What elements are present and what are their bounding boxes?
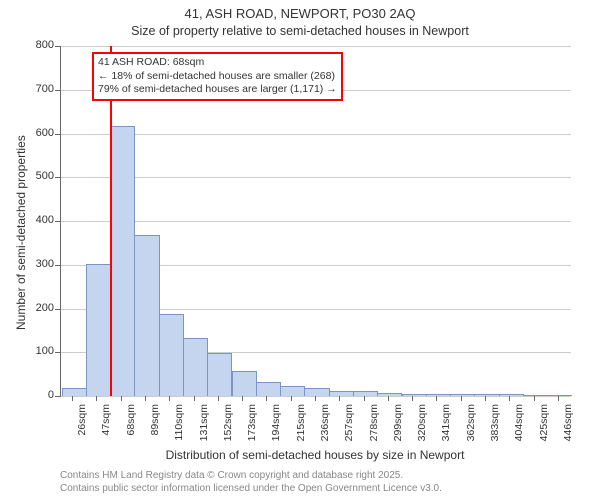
gridline [61, 221, 571, 222]
x-tick-label: 152sqm [222, 404, 234, 454]
y-tick-mark [55, 134, 60, 135]
histogram-bar [329, 391, 354, 396]
gridline [61, 134, 571, 135]
x-tick-label: 26sqm [76, 404, 88, 454]
annotation-line: 41 ASH ROAD: 68sqm [98, 56, 337, 70]
x-tick-mark [339, 396, 340, 401]
histogram-bar [402, 394, 427, 396]
x-tick-label: 257sqm [343, 404, 355, 454]
x-tick-label: 299sqm [392, 404, 404, 454]
x-tick-mark [266, 396, 267, 401]
histogram-bar [499, 394, 524, 396]
y-tick-label: 500 [28, 170, 54, 182]
annotation-box: 41 ASH ROAD: 68sqm← 18% of semi-detached… [92, 52, 343, 101]
x-tick-label: 194sqm [270, 404, 282, 454]
histogram-bar [183, 338, 208, 396]
y-tick-label: 600 [28, 127, 54, 139]
x-tick-mark [485, 396, 486, 401]
histogram-bar [450, 394, 475, 396]
y-axis-label: Number of semi-detached properties [14, 135, 28, 330]
x-tick-label: 131sqm [198, 404, 210, 454]
x-tick-mark [96, 396, 97, 401]
histogram-bar [474, 394, 499, 396]
x-tick-mark [145, 396, 146, 401]
y-tick-mark [55, 177, 60, 178]
x-tick-mark [218, 396, 219, 401]
x-tick-mark [436, 396, 437, 401]
x-tick-mark [121, 396, 122, 401]
y-tick-mark [55, 46, 60, 47]
annotation-line: 79% of semi-detached houses are larger (… [98, 83, 337, 97]
x-tick-mark [169, 396, 170, 401]
y-tick-label: 200 [28, 302, 54, 314]
y-tick-label: 400 [28, 214, 54, 226]
y-tick-label: 300 [28, 258, 54, 270]
x-tick-label: 215sqm [295, 404, 307, 454]
footer-line-1: Contains HM Land Registry data © Crown c… [60, 470, 403, 481]
x-tick-mark [509, 396, 510, 401]
x-tick-mark [388, 396, 389, 401]
x-tick-label: 236sqm [319, 404, 331, 454]
x-tick-label: 89sqm [149, 404, 161, 454]
histogram-bar [232, 371, 257, 396]
gridline [61, 396, 571, 397]
chart-subtitle: Size of property relative to semi-detach… [0, 24, 600, 38]
y-tick-label: 100 [28, 345, 54, 357]
histogram-bar [62, 388, 87, 396]
x-tick-mark [194, 396, 195, 401]
x-tick-label: 110sqm [173, 404, 185, 454]
y-tick-label: 800 [28, 39, 54, 51]
histogram-bar [280, 386, 305, 396]
x-tick-mark [315, 396, 316, 401]
x-tick-label: 383sqm [489, 404, 501, 454]
y-tick-mark [55, 396, 60, 397]
histogram-bar [426, 394, 451, 396]
y-tick-mark [55, 352, 60, 353]
y-tick-mark [55, 265, 60, 266]
y-tick-label: 700 [28, 83, 54, 95]
histogram-bar [353, 391, 378, 396]
gridline [61, 46, 571, 47]
x-tick-label: 425sqm [538, 404, 550, 454]
x-tick-label: 362sqm [465, 404, 477, 454]
annotation-line: ← 18% of semi-detached houses are smalle… [98, 70, 337, 84]
histogram-bar [304, 388, 329, 396]
x-tick-mark [242, 396, 243, 401]
gridline [61, 177, 571, 178]
x-tick-mark [72, 396, 73, 401]
histogram-bar [110, 126, 135, 396]
x-tick-mark [558, 396, 559, 401]
x-tick-label: 341sqm [440, 404, 452, 454]
x-tick-label: 278sqm [368, 404, 380, 454]
x-tick-mark [461, 396, 462, 401]
footer-line-2: Contains public sector information licen… [60, 483, 442, 494]
x-tick-mark [412, 396, 413, 401]
x-tick-mark [291, 396, 292, 401]
histogram-bar [134, 235, 159, 396]
histogram-bar [377, 393, 402, 396]
y-tick-mark [55, 221, 60, 222]
x-tick-label: 173sqm [246, 404, 258, 454]
y-tick-mark [55, 309, 60, 310]
x-tick-mark [534, 396, 535, 401]
histogram-bar [547, 395, 572, 396]
histogram-bar [86, 264, 111, 396]
chart-container: 41, ASH ROAD, NEWPORT, PO30 2AQ Size of … [0, 0, 600, 500]
histogram-bar [523, 395, 548, 396]
x-tick-mark [364, 396, 365, 401]
histogram-bar [159, 314, 184, 396]
x-tick-label: 446sqm [562, 404, 574, 454]
histogram-bar [256, 382, 281, 396]
x-tick-label: 404sqm [513, 404, 525, 454]
x-tick-label: 68sqm [125, 404, 137, 454]
x-tick-label: 47sqm [100, 404, 112, 454]
y-tick-label: 0 [28, 389, 54, 401]
chart-title: 41, ASH ROAD, NEWPORT, PO30 2AQ [0, 6, 600, 21]
histogram-bar [207, 353, 232, 396]
x-tick-label: 320sqm [416, 404, 428, 454]
y-tick-mark [55, 90, 60, 91]
